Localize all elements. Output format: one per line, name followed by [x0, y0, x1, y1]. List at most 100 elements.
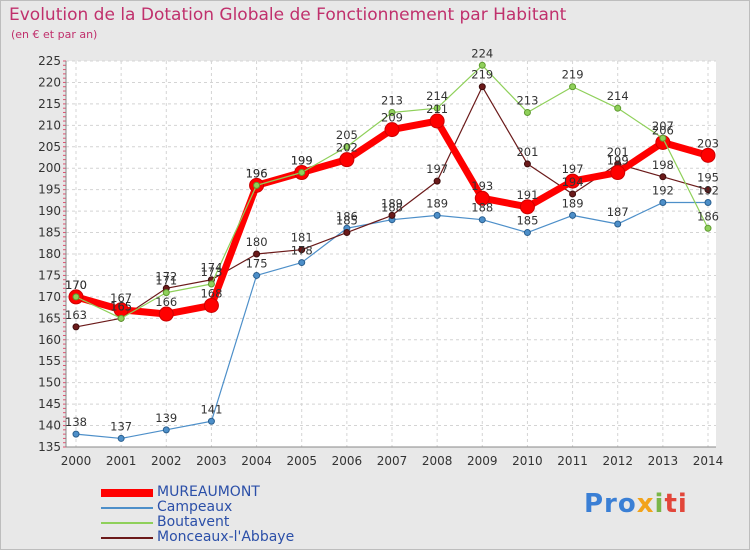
data-label-mureaumont: 196 — [246, 166, 268, 180]
data-label-mureaumont: 199 — [291, 154, 313, 168]
x-tick-label: 2003 — [196, 454, 227, 468]
data-point-monceaux-l-abbaye — [478, 83, 486, 91]
x-tick-label: 2008 — [422, 454, 453, 468]
data-point-mureaumont — [700, 147, 716, 163]
data-point-campeaux — [659, 199, 667, 207]
data-label-boutavent: 196 — [246, 166, 268, 180]
y-tick-label: 165 — [38, 311, 61, 325]
data-point-monceaux-l-abbaye — [569, 190, 577, 198]
data-label-campeaux: 175 — [246, 256, 268, 270]
data-label-campeaux: 189 — [426, 196, 448, 210]
legend-swatch-mureaumont — [101, 489, 153, 497]
data-label-monceaux-l-abbaye: 189 — [381, 196, 403, 210]
data-point-monceaux-l-abbaye — [523, 160, 531, 168]
data-point-boutavent — [207, 280, 215, 288]
data-point-boutavent — [614, 104, 622, 112]
data-point-monceaux-l-abbaye — [72, 323, 80, 331]
logo-part-ti: ti — [664, 489, 688, 519]
data-label-boutavent: 214 — [426, 89, 448, 103]
data-point-boutavent — [162, 289, 170, 297]
data-label-mureaumont: 203 — [697, 136, 719, 150]
data-point-mureaumont — [565, 173, 581, 189]
x-tick-label: 2007 — [377, 454, 408, 468]
data-label-mureaumont: 211 — [426, 102, 448, 116]
data-label-mureaumont: 168 — [200, 286, 222, 300]
data-point-monceaux-l-abbaye — [388, 211, 396, 219]
y-tick-label: 220 — [38, 75, 61, 89]
data-point-campeaux — [298, 259, 306, 267]
data-label-campeaux: 187 — [607, 205, 629, 219]
data-point-campeaux — [614, 220, 622, 228]
data-point-campeaux — [162, 426, 170, 434]
data-point-mureaumont — [474, 190, 490, 206]
y-tick-label: 215 — [38, 97, 61, 111]
chart-subtitle: (en € et par an) — [11, 28, 98, 41]
y-tick-label: 205 — [38, 140, 61, 154]
y-tick-label: 150 — [38, 376, 61, 390]
data-label-boutavent: 186 — [697, 209, 719, 223]
data-label-monceaux-l-abbaye: 172 — [155, 269, 177, 283]
data-label-monceaux-l-abbaye: 163 — [65, 308, 87, 322]
data-label-mureaumont: 199 — [607, 154, 629, 168]
y-tick-label: 140 — [38, 419, 61, 433]
y-tick-label: 170 — [38, 290, 61, 304]
data-point-monceaux-l-abbaye — [343, 229, 351, 237]
series-boutavent — [72, 61, 712, 322]
legend-label-campeaux: Campeaux — [157, 499, 233, 515]
data-point-campeaux — [253, 271, 261, 279]
data-label-campeaux: 137 — [110, 419, 132, 433]
data-point-boutavent — [433, 104, 441, 112]
y-tick-label: 180 — [38, 247, 61, 261]
data-label-campeaux: 188 — [471, 201, 493, 215]
data-label-monceaux-l-abbaye: 185 — [336, 214, 358, 228]
legend-label-monceaux: Monceaux-l'Abbaye — [157, 529, 295, 545]
x-tick-label: 2000 — [61, 454, 92, 468]
x-tick-label: 2014 — [693, 454, 724, 468]
data-label-mureaumont: 197 — [562, 162, 584, 176]
x-tick-label: 2006 — [332, 454, 363, 468]
data-label-monceaux-l-abbaye: 201 — [607, 145, 629, 159]
data-label-campeaux: 141 — [200, 402, 222, 416]
data-point-boutavent — [72, 293, 80, 301]
data-point-mureaumont — [339, 152, 355, 168]
logo-part-x: x — [636, 489, 655, 519]
series — [68, 61, 716, 442]
data-label-campeaux: 188 — [381, 201, 403, 215]
chart-title: Evolution de la Dotation Globale de Fonc… — [9, 5, 567, 25]
y-tick-label: 145 — [38, 397, 61, 411]
logo-part-i: i — [654, 489, 665, 519]
legend-swatch-campeaux — [101, 507, 153, 509]
y-tick-label: 155 — [38, 354, 61, 368]
proxiti-logo: Proxiti — [584, 489, 688, 519]
data-point-campeaux — [433, 211, 441, 219]
data-point-boutavent — [298, 169, 306, 177]
series-campeaux — [72, 199, 712, 442]
data-point-monceaux-l-abbaye — [704, 186, 712, 194]
data-point-boutavent — [117, 314, 125, 322]
y-tick-label: 190 — [38, 204, 61, 218]
data-point-campeaux — [523, 229, 531, 237]
legend-swatch-monceaux — [101, 537, 153, 539]
data-point-mureaumont — [158, 306, 174, 322]
data-label-boutavent: 213 — [516, 93, 538, 107]
y-tick-label: 175 — [38, 268, 61, 282]
data-point-campeaux — [478, 216, 486, 224]
data-point-campeaux — [569, 211, 577, 219]
data-point-mureaumont — [203, 297, 219, 313]
data-label-campeaux: 189 — [562, 196, 584, 210]
data-point-boutavent — [569, 83, 577, 91]
data-point-boutavent — [388, 108, 396, 116]
data-point-boutavent — [704, 224, 712, 232]
data-point-campeaux — [117, 434, 125, 442]
data-label-boutavent: 171 — [155, 274, 177, 288]
data-point-boutavent — [343, 143, 351, 151]
data-label-mureaumont: 209 — [381, 111, 403, 125]
x-tick-label: 2001 — [106, 454, 137, 468]
legend-swatch-boutavent — [101, 522, 153, 524]
x-tick-label: 2009 — [467, 454, 498, 468]
data-label-boutavent: 205 — [336, 128, 358, 142]
data-point-monceaux-l-abbaye — [659, 173, 667, 181]
